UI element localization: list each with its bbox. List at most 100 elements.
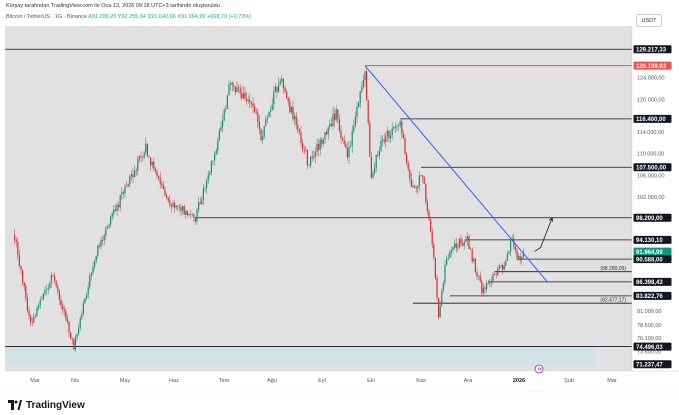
candle-2025-04-14	[84, 298, 86, 304]
time-axis[interactable]	[5, 371, 632, 387]
candle-2025-05-06	[119, 194, 121, 212]
plot-area[interactable]	[5, 26, 632, 371]
support-zone[interactable]	[5, 346, 595, 365]
price-label[interactable]: 107.500,00	[633, 163, 672, 171]
candle-2025-04-10	[78, 323, 80, 336]
candle-2026-01-11	[519, 252, 521, 264]
candle-2025-08-15	[281, 75, 283, 84]
tradingview-logo-icon	[8, 400, 22, 410]
candle-2025-10-02	[358, 101, 360, 108]
candle-2025-09-22	[342, 136, 344, 142]
candle-2025-03-11	[30, 314, 32, 327]
candle-2025-08-17	[284, 85, 286, 94]
candle-2025-12-03	[457, 243, 459, 252]
y-tick-label: 78.500,00	[637, 323, 661, 329]
candle-2025-03-02	[15, 237, 17, 248]
x-tick-label: Haz	[169, 378, 179, 384]
candle-2025-08-11	[274, 83, 276, 94]
candle-2025-09-10	[322, 138, 324, 147]
price-label[interactable]: 98.200,00	[633, 213, 672, 222]
candle-2025-06-08	[172, 200, 174, 209]
candle-2025-07-15	[231, 81, 233, 92]
candle-2025-11-28	[449, 249, 451, 259]
price-label[interactable]: 116.400,00	[633, 114, 672, 123]
candle-2025-03-12	[31, 317, 33, 327]
projection-arrow[interactable]	[534, 217, 554, 252]
candle-2025-06-07	[170, 203, 172, 213]
downtrend-line[interactable]	[364, 65, 548, 283]
x-tick-label: May	[120, 378, 131, 384]
candle-2025-11-14	[426, 198, 428, 216]
candle-2025-03-16	[38, 303, 40, 311]
price-label[interactable]: 126.199,63	[633, 61, 672, 70]
candle-2025-07-06	[217, 137, 219, 155]
tradingview-logo: TradingView	[8, 398, 85, 412]
candle-2025-11-23	[441, 288, 443, 307]
candle-2025-06-09	[174, 199, 176, 214]
candle-2025-08-25	[297, 118, 299, 134]
candle-2025-10-19	[385, 131, 387, 148]
candle-2025-03-07	[23, 282, 25, 291]
candle-2025-12-19	[482, 283, 484, 297]
candle-2025-07-16	[233, 82, 235, 91]
y-tick-label: 102.000,00	[637, 195, 665, 201]
y-tick-label: 73.600,00	[637, 349, 661, 355]
candle-2025-07-12	[226, 94, 228, 109]
candle-2025-03-05	[20, 265, 22, 275]
candle-2025-04-22	[97, 244, 99, 259]
candle-2025-10-04	[361, 81, 363, 94]
candle-2025-05-13	[130, 170, 132, 182]
candle-2025-10-06	[364, 70, 366, 88]
price-label[interactable]: 71.237,47	[633, 360, 672, 368]
candle-2025-03-23	[49, 281, 51, 290]
x-tick-label: 2026	[513, 378, 525, 384]
candle-2025-07-09	[222, 113, 224, 133]
price-label-text: 90.588,00	[636, 257, 663, 263]
candle-2025-05-02	[113, 205, 115, 218]
candle-2025-04-23	[98, 242, 100, 249]
candle-2025-08-23	[294, 112, 296, 126]
candle-2025-04-11	[79, 316, 81, 331]
price-label-text: 91.964,99	[636, 250, 663, 256]
candle-2025-03-09	[26, 293, 28, 313]
candle-2025-07-14	[230, 81, 232, 91]
candle-2025-03-15	[36, 305, 38, 318]
candle-2025-06-12	[178, 204, 180, 213]
symbol-name[interactable]: Bitcoin / TetherUS · 1G · Binance	[6, 14, 87, 20]
candle-2025-04-15	[86, 292, 88, 301]
candle-2025-07-27	[250, 101, 252, 108]
candle-2025-05-24	[148, 155, 150, 158]
price-label[interactable]: 74.496,03	[633, 342, 672, 351]
candle-2025-06-30	[207, 170, 209, 185]
price-label[interactable]: 86.398,43	[633, 277, 672, 286]
candle-2025-06-04	[166, 192, 168, 200]
candle-2025-07-30	[255, 108, 257, 115]
candle-2025-07-21	[241, 87, 243, 101]
candle-2025-10-03	[359, 91, 361, 109]
candle-2025-11-21	[438, 297, 440, 320]
price-axis[interactable]	[632, 26, 679, 371]
price-label[interactable]: 83.822,76	[633, 291, 672, 300]
candle-2025-08-01	[258, 114, 260, 134]
price-label-text: 83.822,76	[636, 294, 663, 300]
candle-2025-10-23	[391, 122, 393, 140]
candle-2025-04-13	[82, 299, 84, 316]
candle-2025-10-18	[383, 133, 385, 145]
candle-2025-09-03	[311, 150, 313, 162]
currency-button[interactable]: USDT	[636, 14, 662, 27]
candle-2025-03-31	[62, 301, 64, 314]
price-label-text: 116.400,00	[636, 117, 666, 123]
y-tick-label: 106.000,00	[637, 173, 665, 179]
candle-2025-06-01	[161, 181, 163, 188]
price-label[interactable]: 129.217,33	[633, 45, 672, 53]
price-label[interactable]: 94.130,10	[633, 235, 672, 244]
candle-2025-09-16	[332, 106, 334, 130]
candle-2025-04-29	[108, 223, 110, 229]
price-label[interactable]: 90.588,00	[633, 255, 672, 263]
candle-2025-07-08	[220, 121, 222, 132]
candle-2025-06-24	[198, 196, 200, 214]
candle-2025-12-22	[487, 280, 489, 285]
candle-2026-01-03	[506, 250, 508, 262]
go-to-realtime-icon[interactable]	[534, 364, 544, 374]
price-label-text: 107.500,00	[636, 165, 667, 171]
